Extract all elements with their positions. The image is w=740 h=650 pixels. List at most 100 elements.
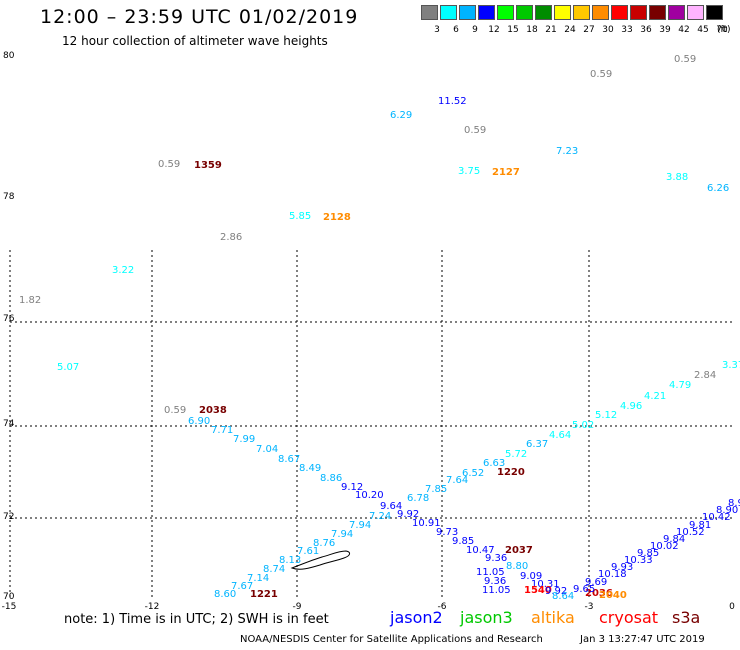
units-note: note: 1) Time is in UTC; 2) SWH is in fe… (64, 612, 329, 627)
pass-time-label: 1221 (250, 589, 278, 600)
longitude-labels: -15 -12 -9 -6 -3 0 (2, 602, 735, 612)
wave-height-observations: 0.59 0.59 11.52 6.29 0.59 7.23 0.59 1359 3.75 212… (19, 54, 740, 602)
color-swatch (668, 5, 685, 20)
wave-height-value: 10.91 (412, 518, 441, 529)
color-swatch (554, 5, 571, 20)
wave-height-value: 4.79 (669, 380, 691, 391)
wave-height-value: 10.52 (676, 527, 705, 538)
color-swatch (687, 5, 704, 20)
wave-height-value: 8.64 (552, 591, 574, 602)
wave-height-value: 11.05 (482, 585, 511, 596)
wave-height-value: 4.64 (549, 430, 571, 441)
wave-height-value: 0.59 (464, 125, 486, 136)
wave-height-value: 5.85 (289, 211, 311, 222)
longitude-label: -9 (293, 602, 302, 612)
satellite-altika: altika (531, 608, 575, 627)
longitude-label: 0 (729, 602, 735, 612)
longitude-label: -12 (145, 602, 160, 612)
wave-height-value: 10.20 (355, 490, 384, 501)
wave-height-value: 7.24 (369, 511, 391, 522)
pass-time-label: 2127 (492, 167, 520, 178)
wave-height-value: 2.86 (220, 232, 242, 243)
latitude-label: 70 (3, 592, 15, 602)
color-swatch (516, 5, 533, 20)
map-title: 12:00 – 23:59 UTC 01/02/2019 (40, 6, 359, 28)
wave-height-value: 7.14 (247, 573, 269, 584)
wave-height-value: 7.94 (331, 529, 353, 540)
longitude-label: -3 (585, 602, 594, 612)
wave-height-value: 9.36 (485, 553, 507, 564)
wave-height-value: 6.37 (526, 439, 548, 450)
wave-height-value: 9.64 (380, 501, 402, 512)
wave-height-value: 9.12 (341, 482, 363, 493)
wave-height-value: 6.29 (390, 110, 412, 121)
wave-height-value: 4.96 (620, 401, 642, 412)
wave-height-value: 9.92 (545, 586, 567, 597)
color-scale-label: 27 (583, 25, 595, 35)
color-swatch (440, 5, 457, 20)
wave-height-value: 6.63 (483, 458, 505, 469)
wave-height-value: 9.85 (452, 536, 474, 547)
wave-height-value: 5.07 (57, 362, 79, 373)
longitude-label: -6 (438, 602, 447, 612)
wave-height-value: 5.12 (595, 410, 617, 421)
color-scale-label: 33 (621, 25, 633, 35)
wave-height-value: 2.84 (694, 370, 716, 381)
pass-time-label: 1540 (524, 585, 552, 596)
wave-height-value: 8.80 (506, 561, 528, 572)
pass-time-label: 1359 (194, 160, 222, 171)
color-swatch (630, 5, 647, 20)
latitude-label: 72 (3, 512, 14, 522)
wave-height-value: 3.22 (112, 265, 134, 276)
wave-height-value: 5.72 (505, 449, 527, 460)
color-scale-label: 24 (564, 25, 576, 35)
graticule (10, 250, 735, 598)
wave-height-value: 4.21 (644, 391, 666, 402)
wave-height-value: 7.64 (446, 475, 468, 486)
longitude-label: -15 (2, 602, 17, 612)
wave-height-value: 10.42 (702, 512, 731, 523)
satellite-s3a: s3a (672, 608, 701, 627)
wave-height-value: 9.92 (397, 509, 419, 520)
color-swatch (421, 5, 438, 20)
wave-height-value: 10.31 (531, 579, 560, 590)
color-scale-label: 70 (716, 25, 728, 35)
latitude-label: 80 (3, 51, 15, 61)
wave-height-value: 8.74 (263, 564, 285, 575)
wave-height-value: 6.78 (407, 493, 429, 504)
wave-height-value: 6.90 (188, 416, 210, 427)
color-scale-label: 36 (640, 25, 652, 35)
color-scale-label: 30 (602, 25, 614, 35)
color-swatch (592, 5, 609, 20)
color-scale-label: 9 (472, 25, 478, 35)
wave-height-value: 9.09 (520, 571, 542, 582)
color-scale-label: 3 (434, 25, 440, 35)
wave-height-value: 1.82 (19, 295, 41, 306)
color-swatch (535, 5, 552, 20)
color-swatch (459, 5, 476, 20)
color-swatch (649, 5, 666, 20)
wave-height-value: 7.85 (425, 484, 447, 495)
wave-height-value: 8.67 (278, 454, 300, 465)
wave-height-value: 7.61 (297, 546, 319, 557)
wave-height-value: 7.71 (211, 425, 233, 436)
pass-time-label: 2128 (323, 212, 351, 223)
pass-time-label: 2038 (199, 405, 227, 416)
wave-height-value: 3.75 (458, 166, 480, 177)
wave-height-value: 7.99 (233, 434, 255, 445)
wave-height-value: 10.47 (466, 545, 495, 556)
wave-height-value: 3.37 (722, 360, 740, 371)
latitude-label: 78 (3, 192, 15, 202)
color-swatch (497, 5, 514, 20)
jan-mayen-island (290, 550, 351, 570)
wave-height-value: 6.52 (462, 468, 484, 479)
satellite-cryosat: cryosat (599, 608, 659, 627)
color-swatch (478, 5, 495, 20)
wave-height-value: 0.59 (674, 54, 696, 65)
wave-height-value: 8.49 (299, 463, 321, 474)
color-scale-label: 42 (678, 25, 690, 35)
wave-height-value: 8.13 (279, 555, 301, 566)
satellite-jason2: jason2 (390, 608, 443, 627)
wave-height-value: 10.33 (624, 555, 653, 566)
